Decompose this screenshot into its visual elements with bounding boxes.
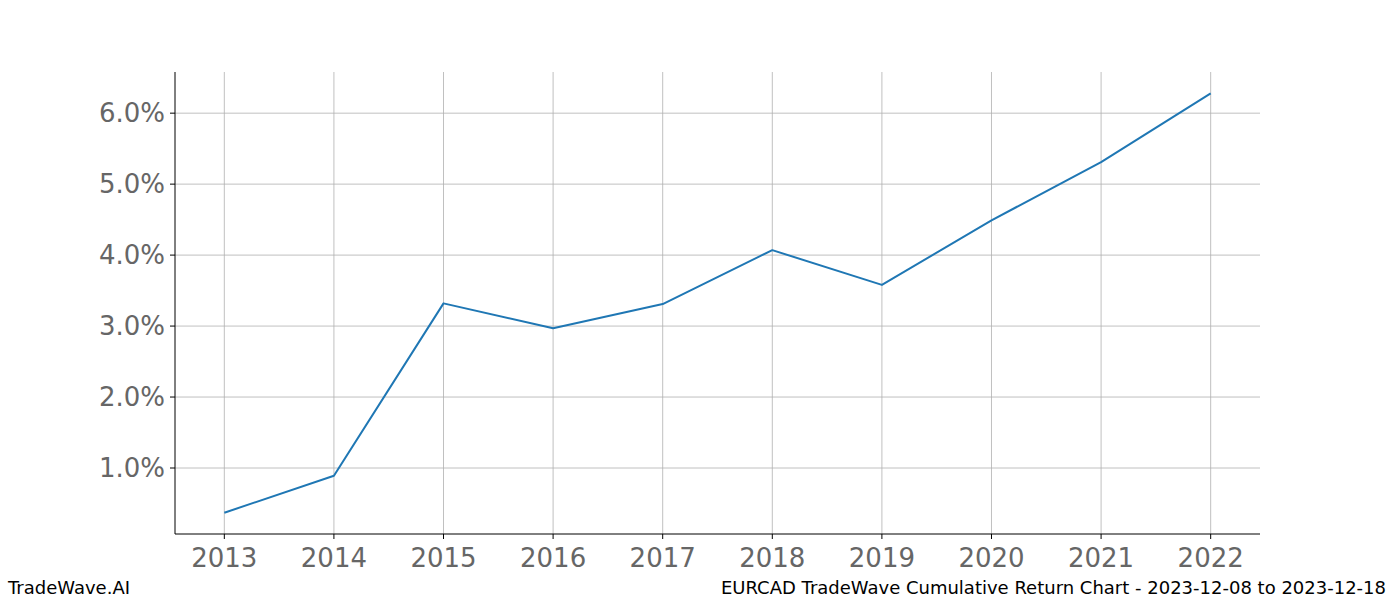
x-grid-line bbox=[991, 72, 992, 534]
x-tick-label: 2022 bbox=[1178, 543, 1244, 573]
y-axis-line bbox=[175, 72, 176, 534]
y-tick-label: 3.0% bbox=[99, 311, 165, 341]
x-tick bbox=[881, 534, 882, 539]
x-tick bbox=[1210, 534, 1211, 539]
x-grid-line bbox=[1210, 72, 1211, 534]
x-grid-line bbox=[224, 72, 225, 534]
x-grid-line bbox=[772, 72, 773, 534]
y-grid-line bbox=[175, 255, 1260, 256]
x-tick bbox=[553, 534, 554, 539]
y-grid-line bbox=[175, 326, 1260, 327]
x-tick bbox=[662, 534, 663, 539]
x-tick bbox=[333, 534, 334, 539]
y-grid-line bbox=[175, 184, 1260, 185]
x-tick-label: 2014 bbox=[301, 543, 367, 573]
page: {"chart_data": {"type": "line", "title":… bbox=[0, 0, 1400, 600]
y-tick-label: 1.0% bbox=[99, 453, 165, 483]
y-tick bbox=[170, 468, 175, 469]
x-tick-label: 2021 bbox=[1068, 543, 1134, 573]
source-text: TradeWave.AI bbox=[7, 577, 130, 598]
x-tick-label: 2015 bbox=[410, 543, 476, 573]
y-tick-label: 5.0% bbox=[99, 169, 165, 199]
x-tick-label: 2016 bbox=[520, 543, 586, 573]
y-tick bbox=[170, 397, 175, 398]
x-tick-label: 2020 bbox=[958, 543, 1024, 573]
x-tick-label: 2019 bbox=[849, 543, 915, 573]
grid bbox=[175, 72, 1260, 534]
x-tick-label: 2017 bbox=[630, 543, 696, 573]
series-line bbox=[224, 93, 1210, 512]
plot-area bbox=[224, 93, 1210, 512]
x-tick bbox=[991, 534, 992, 539]
x-grid-line bbox=[1101, 72, 1102, 534]
y-tick bbox=[170, 113, 175, 114]
x-grid-line bbox=[553, 72, 554, 534]
x-tick-label: 2013 bbox=[191, 543, 257, 573]
x-axis-line bbox=[175, 534, 1260, 535]
chart: 2013 2014 2015 2016 2017 2018 2019 2020 2021 2022… bbox=[0, 0, 1400, 600]
y-tick bbox=[170, 326, 175, 327]
x-tick bbox=[1101, 534, 1102, 539]
x-tick bbox=[224, 534, 225, 539]
x-tick bbox=[443, 534, 444, 539]
y-grid-line bbox=[175, 397, 1260, 398]
y-tick-label: 2.0% bbox=[99, 382, 165, 412]
chart-title: EURCAD TradeWave Cumulative Return Chart… bbox=[721, 577, 1386, 598]
y-tick-label: 4.0% bbox=[99, 240, 165, 270]
x-tick-label: 2018 bbox=[739, 543, 805, 573]
y-tick-label: 6.0% bbox=[99, 98, 165, 128]
y-grid-line bbox=[175, 113, 1260, 114]
x-grid-line bbox=[881, 72, 882, 534]
x-grid-line bbox=[333, 72, 334, 534]
y-tick bbox=[170, 184, 175, 185]
axes: 2013 2014 2015 2016 2017 2018 2019 2020 2021 2022… bbox=[99, 72, 1260, 573]
x-tick bbox=[772, 534, 773, 539]
y-tick bbox=[170, 255, 175, 256]
